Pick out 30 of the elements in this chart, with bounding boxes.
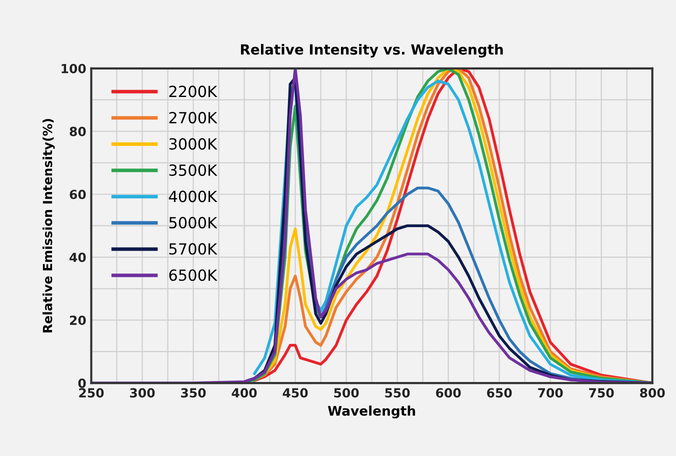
- x-tick-label: 650: [487, 388, 512, 398]
- y-tick-label: 80: [70, 126, 86, 136]
- chart-title: Relative Intensity vs. Wavelength: [241, 44, 503, 58]
- x-tick-label: 350: [181, 388, 206, 398]
- y-axis-title: Relative Emission Intensity(%): [42, 118, 55, 332]
- legend-label: 5700K: [169, 243, 218, 255]
- line-series: [91, 68, 652, 384]
- legend-label: 5000K: [169, 216, 218, 228]
- x-tick-label: 750: [589, 388, 614, 398]
- y-tick-label: 0: [78, 378, 86, 388]
- legend-label: 2700K: [169, 112, 218, 124]
- x-tick-label: 700: [538, 388, 563, 398]
- legend-label: 4000K: [168, 190, 218, 202]
- legend-label: 3500K: [169, 164, 218, 176]
- x-tick-label: 300: [130, 388, 155, 398]
- legend-label: 6500K: [169, 269, 218, 281]
- y-tick-label: 100: [62, 64, 86, 74]
- x-tick-label: 500: [334, 388, 359, 398]
- y-tick-label: 60: [70, 190, 86, 200]
- x-axis-title: Wavelength: [328, 406, 416, 418]
- x-tick-label: 550: [385, 388, 410, 398]
- y-tick-label: 40: [70, 252, 86, 262]
- x-tick-label: 450: [282, 388, 308, 398]
- x-tick-label: 800: [640, 388, 665, 398]
- y-tick-label: 20: [70, 316, 86, 326]
- legend-label: 3000K: [169, 138, 218, 150]
- x-tick-label: 250: [79, 388, 104, 398]
- legend-label: 2200K: [169, 86, 218, 98]
- x-tick-label: 600: [436, 388, 461, 398]
- x-tick-label: 400: [232, 388, 257, 398]
